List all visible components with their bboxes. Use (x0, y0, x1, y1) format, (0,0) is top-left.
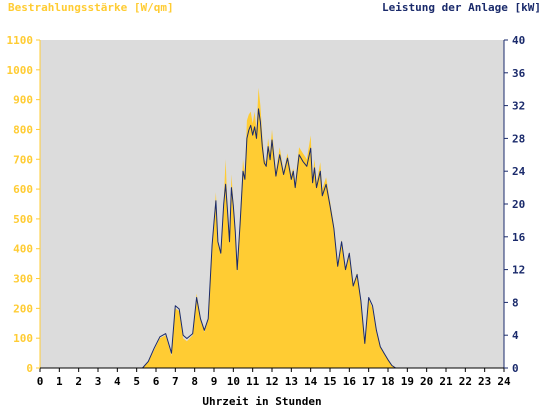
x-tick-label: 22 (459, 375, 472, 388)
x-tick-label: 20 (420, 375, 433, 388)
y-right-tick-label: 40 (512, 34, 525, 47)
y-right-tick-label: 32 (512, 100, 525, 113)
x-tick-label: 24 (497, 375, 511, 388)
y-left-tick-label: 400 (13, 243, 33, 256)
x-tick-label: 15 (323, 375, 336, 388)
x-tick-label: 3 (95, 375, 102, 388)
y-right-tick-label: 36 (512, 67, 526, 80)
y-right-tick-label: 8 (512, 296, 519, 309)
y-left-tick-label: 0 (26, 362, 33, 375)
y-left-tick-label: 500 (13, 213, 33, 226)
y-left-tick-label: 1100 (7, 34, 34, 47)
x-tick-label: 6 (153, 375, 160, 388)
x-tick-label: 7 (172, 375, 179, 388)
x-tick-label: 0 (37, 375, 44, 388)
y-left-tick-label: 200 (13, 302, 33, 315)
irradiance-area (40, 87, 504, 368)
y-right-tick-label: 28 (512, 132, 525, 145)
x-tick-label: 11 (246, 375, 260, 388)
y-right-tick-label: 16 (512, 231, 526, 244)
y-left-tick-label: 600 (13, 183, 33, 196)
y-right-tick-label: 0 (512, 362, 519, 375)
right-axis-title: Leistung der Anlage [kW] (382, 1, 541, 14)
y-left-tick-label: 900 (13, 94, 33, 107)
y-left-tick-label: 700 (13, 153, 33, 166)
x-tick-label: 10 (227, 375, 240, 388)
x-axis-title: Uhrzeit in Stunden (202, 395, 321, 408)
y-right-tick-label: 12 (512, 264, 525, 277)
x-tick-label: 4 (114, 375, 121, 388)
y-right-tick-label: 24 (512, 165, 526, 178)
power-line (40, 108, 504, 369)
x-tick-label: 17 (362, 375, 375, 388)
y-right-tick-label: 4 (512, 329, 519, 342)
x-tick-label: 23 (478, 375, 491, 388)
x-tick-label: 13 (285, 375, 298, 388)
y-left-tick-label: 300 (13, 273, 33, 286)
left-axis-title: Bestrahlungsstärke [W/qm] (8, 1, 174, 14)
y-left-tick-label: 1000 (7, 64, 34, 77)
x-tick-label: 1 (56, 375, 63, 388)
y-right-tick-label: 20 (512, 198, 525, 211)
x-tick-label: 12 (265, 375, 278, 388)
x-tick-label: 9 (211, 375, 218, 388)
x-tick-label: 21 (439, 375, 453, 388)
x-tick-label: 14 (304, 375, 318, 388)
x-tick-label: 16 (343, 375, 357, 388)
x-tick-label: 18 (381, 375, 394, 388)
y-left-tick-label: 100 (13, 332, 33, 345)
x-tick-label: 8 (191, 375, 198, 388)
x-tick-label: 2 (75, 375, 82, 388)
x-tick-label: 5 (133, 375, 140, 388)
x-tick-label: 19 (401, 375, 414, 388)
y-left-tick-label: 800 (13, 123, 33, 136)
